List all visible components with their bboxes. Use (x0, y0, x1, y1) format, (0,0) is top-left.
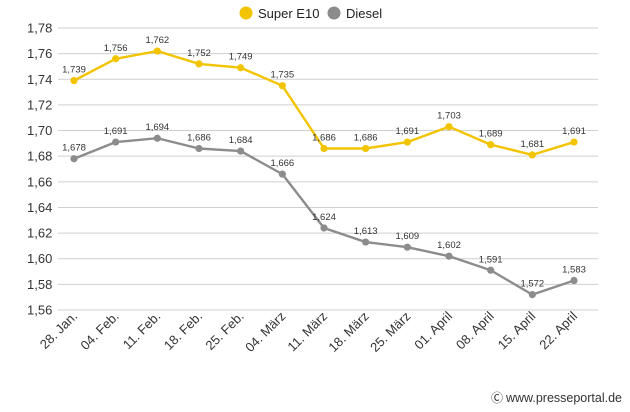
data-point (70, 76, 78, 85)
x-tick-label: 04. Feb. (77, 309, 121, 353)
data-point (112, 55, 120, 63)
y-tick-label: 1,62 (27, 226, 52, 241)
x-tick-label: 22. April (536, 308, 580, 352)
legend-marker (327, 6, 341, 20)
y-tick-label: 1,72 (27, 97, 52, 112)
y-tick-label: 1,60 (27, 251, 52, 266)
data-point (153, 134, 161, 142)
y-tick-label: 1,78 (27, 21, 52, 36)
data-label: 1,691 (562, 126, 586, 137)
data-point (528, 291, 536, 299)
x-tick-label: 18. März (325, 309, 371, 355)
data-point (153, 47, 161, 55)
data-label: 1,609 (395, 231, 419, 242)
y-tick-label: 1,74 (27, 72, 52, 87)
data-label: 1,602 (437, 240, 461, 251)
y-tick-label: 1,64 (27, 200, 52, 215)
data-label: 1,678 (62, 143, 86, 154)
data-label: 1,735 (270, 70, 294, 81)
data-point (362, 144, 370, 153)
data-point (195, 144, 203, 153)
data-label: 1,681 (520, 139, 544, 150)
data-point (237, 64, 245, 72)
data-label: 1,756 (104, 43, 128, 54)
x-tick-label: 25. März (367, 309, 413, 355)
data-label: 1,691 (104, 126, 128, 137)
data-label: 1,613 (354, 226, 378, 237)
data-point (445, 252, 453, 260)
y-tick-label: 1,76 (27, 46, 52, 61)
cc-icon: Ⓒ (490, 391, 503, 405)
x-tick-label: 08. April (453, 308, 497, 352)
y-tick-label: 1,70 (27, 123, 52, 138)
data-point (320, 144, 328, 153)
series (70, 47, 578, 299)
data-point (487, 266, 495, 274)
data-label: 1,686 (312, 132, 336, 143)
data-label: 1,666 (270, 158, 294, 169)
data-point (237, 147, 245, 155)
data-label: 1,686 (187, 132, 211, 143)
y-tick-label: 1,56 (27, 303, 52, 318)
data-labels: 1,739 1,756 1,762 1,752 1,749 1,735 1,686 1,686… (62, 35, 586, 290)
x-tick-label: 15. April (495, 308, 539, 352)
data-label: 1,739 (62, 65, 86, 76)
data-point (570, 276, 578, 285)
data-point (362, 238, 370, 246)
data-label: 1,694 (145, 122, 169, 133)
x-tick-label: 11. März (284, 309, 330, 355)
data-point (320, 224, 328, 232)
data-point (403, 138, 411, 146)
legend-label: Super E10 (258, 6, 319, 21)
data-label: 1,572 (520, 279, 544, 290)
credit-text: www.presseportal.de (505, 390, 622, 405)
data-label: 1,686 (354, 132, 378, 143)
x-tick-label: 25. Feb. (202, 309, 246, 353)
data-label: 1,703 (437, 111, 461, 122)
data-point (528, 151, 536, 159)
data-label: 1,752 (187, 48, 211, 59)
data-point (278, 170, 286, 178)
y-tick-label: 1,58 (27, 277, 52, 292)
data-point (570, 138, 578, 146)
data-label: 1,591 (479, 254, 503, 265)
legend: Super E10 Diesel (239, 6, 382, 21)
data-label: 1,689 (479, 129, 503, 140)
data-label: 1,624 (312, 212, 336, 223)
data-point (278, 82, 286, 90)
y-tick-label: 1,66 (27, 174, 52, 189)
credit: Ⓒ www.presseportal.de (491, 389, 622, 406)
data-point (403, 243, 411, 251)
x-tick-label: 11. Feb. (120, 309, 164, 353)
data-point (70, 155, 78, 163)
data-label: 1,749 (229, 52, 253, 63)
data-label: 1,684 (229, 135, 253, 146)
legend-marker (239, 6, 253, 20)
data-point (195, 60, 203, 68)
data-label: 1,762 (145, 35, 169, 46)
data-point (445, 123, 453, 131)
x-axis-ticks: 28. Jan.04. Feb.11. Feb.18. Feb.25. Feb.… (37, 308, 580, 354)
data-point (112, 138, 120, 146)
data-label: 1,691 (395, 126, 419, 137)
gridlines (58, 27, 598, 311)
x-tick-label: 04. März (242, 309, 288, 355)
x-tick-label: 18. Feb. (161, 309, 205, 353)
legend-label: Diesel (346, 6, 382, 21)
data-label: 1,583 (562, 265, 586, 276)
x-tick-label: 01. April (411, 308, 455, 352)
y-axis-ticks: 1,56 1,58 1,60 1,62 1,64 1,66 1,68 1,70 1,72 1,74… (27, 21, 52, 318)
y-tick-label: 1,68 (27, 149, 52, 164)
data-point (487, 141, 495, 149)
